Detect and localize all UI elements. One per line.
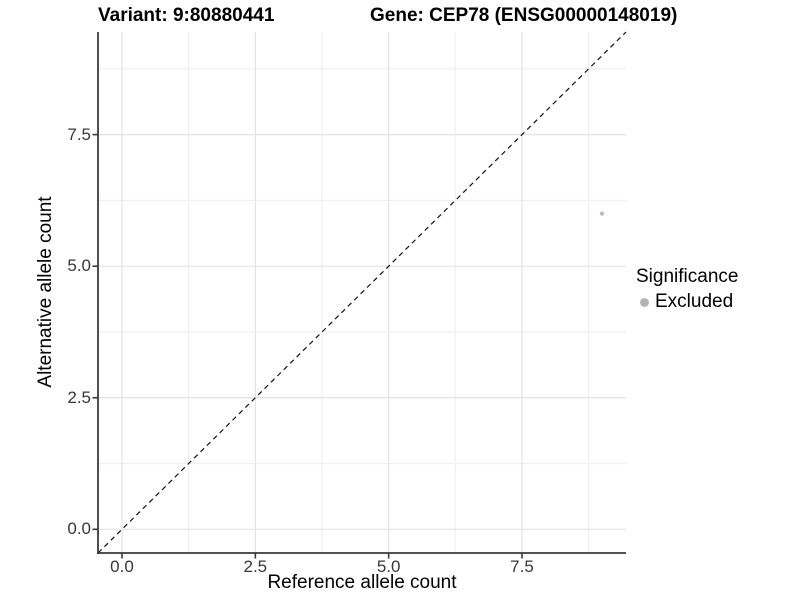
x-tick-label: 0.0: [110, 557, 134, 576]
legend-key-dot-icon: [640, 297, 649, 307]
data-point: [599, 211, 605, 216]
x-tick-label: 5.0: [376, 557, 401, 576]
plot-title-variant: Variant: 9:80880441: [98, 5, 275, 26]
legend-item-excluded: Excluded: [636, 291, 738, 313]
y-tick-label: 7.5: [67, 124, 91, 144]
legend-title: Significance: [636, 266, 739, 287]
x-tick-label: 2.5: [243, 557, 268, 576]
y-tick-label: 2.5: [67, 387, 91, 407]
identity-dashed-line: [97, 31, 627, 554]
y-tick-label: 0.0: [67, 519, 91, 539]
legend: Significance Excluded: [636, 266, 738, 313]
legend-item-label: Excluded: [655, 291, 734, 312]
x-tick-label: 7.5: [510, 557, 534, 576]
y-tick-label: 5.0: [67, 256, 91, 276]
x-axis-title: Reference allele count: [267, 572, 457, 593]
plot-title-gene: Gene: CEP78 (ENSG00000148019): [370, 5, 678, 26]
y-axis-title: Alternative allele count: [35, 196, 56, 388]
